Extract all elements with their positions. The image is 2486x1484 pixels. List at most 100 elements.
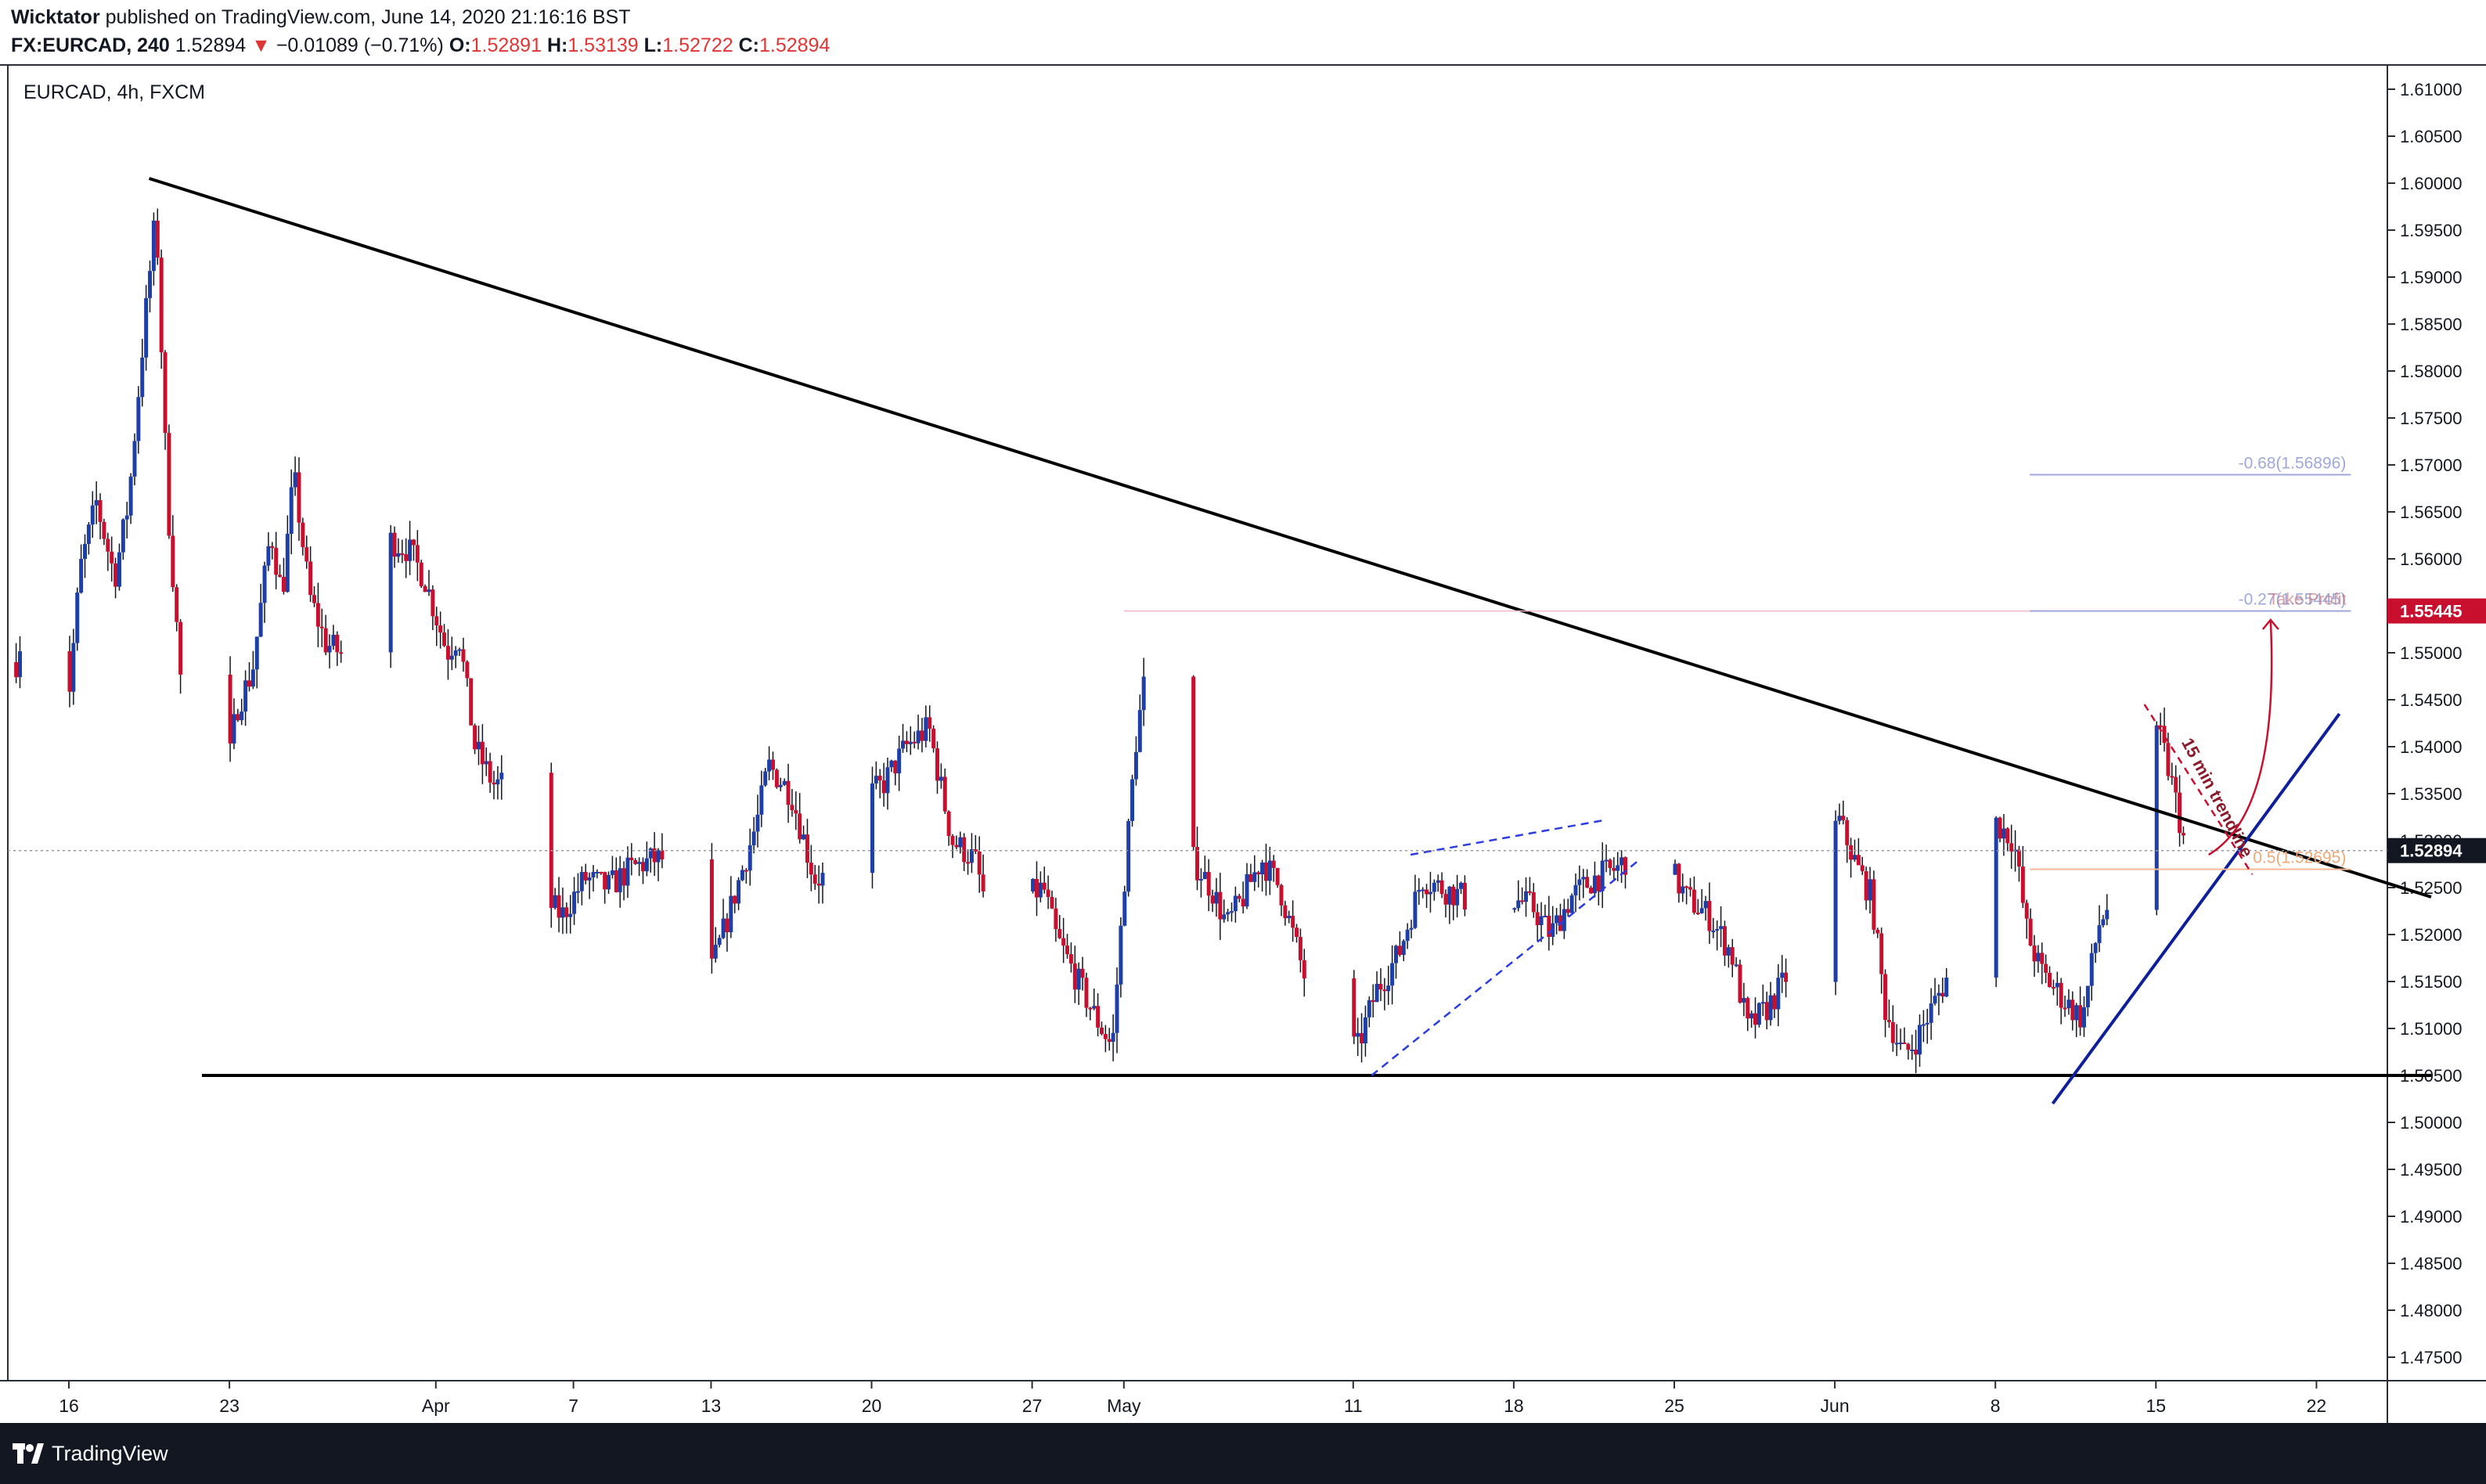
candle-down (1034, 878, 1039, 898)
candle-up (751, 831, 756, 846)
price-tick-label: 1.48000 (2400, 1301, 2463, 1320)
candle-up (1459, 882, 1464, 889)
candle-up (1673, 863, 1677, 875)
price-tick-label: 1.51000 (2400, 1019, 2463, 1039)
candle-up (124, 515, 129, 520)
candle-down (1764, 1002, 1769, 1021)
candle-up (476, 741, 481, 750)
candle-down (171, 535, 175, 588)
candle-down (950, 836, 955, 845)
candle-down (1612, 868, 1616, 871)
ascending-trendline[interactable] (2051, 712, 2341, 1105)
candle-up (1604, 859, 1609, 862)
last-price: 1.52894 (175, 34, 247, 56)
time-tick-label: 22 (2307, 1396, 2327, 1416)
candle-up (1780, 972, 1785, 978)
candle-up (568, 913, 573, 917)
candle-up (1375, 984, 1379, 1003)
fib-level-label: 0.5(1.52695) (2253, 849, 2346, 867)
candle-down (1061, 938, 1066, 946)
candle-down (928, 717, 932, 729)
time-tick-label: 8 (1991, 1396, 2001, 1416)
candle-up (457, 649, 462, 651)
candle-down (2158, 725, 2163, 727)
candle-down (614, 870, 618, 892)
candle-down (274, 547, 279, 575)
candle-up (1092, 1006, 1097, 1009)
candle-up (453, 650, 458, 656)
candle-down (2178, 792, 2182, 834)
price-tick-label: 1.53500 (2400, 784, 2463, 804)
candle-down (1283, 905, 1288, 919)
price-tick-label: 1.52000 (2400, 925, 2463, 945)
candle-down (977, 851, 982, 875)
candle-up (1356, 1032, 1360, 1037)
candle-down (557, 895, 561, 918)
candle-down (228, 674, 232, 744)
candle-up (2089, 953, 2094, 986)
candle-down (1738, 964, 1742, 1003)
price-tick-label: 1.49500 (2400, 1160, 2463, 1180)
wedge-dashed-line[interactable] (1410, 819, 1606, 856)
price-tick-label: 1.58000 (2400, 362, 2463, 381)
candle-up (388, 532, 393, 653)
projection-arrow[interactable] (2208, 619, 2273, 856)
author-name[interactable]: Wicktator (11, 6, 100, 28)
candle-down (1042, 882, 1047, 890)
candle-up (767, 759, 772, 772)
candle-down (2174, 776, 2178, 793)
candle-down (1845, 819, 1850, 845)
time-tick-label: 25 (1664, 1396, 1684, 1416)
price-chart[interactable]: 1.61000 1.60500 1.60000 1.59500 1.59000 1.585… (0, 66, 2486, 1425)
candle-down (480, 741, 485, 765)
candle-down (709, 859, 714, 959)
tradingview-logo-icon[interactable] (11, 1439, 45, 1468)
candle-up (618, 868, 622, 892)
candle-up (1555, 915, 1559, 924)
candle-down (1443, 894, 1448, 905)
candle-up (1756, 1003, 1761, 1025)
candle-down (1890, 1021, 1895, 1043)
descending-trendline[interactable] (148, 177, 2432, 899)
candle-down (1291, 916, 1295, 928)
candle-down (1068, 954, 1073, 964)
candle-up (740, 870, 744, 881)
candle-down (1425, 889, 1429, 895)
candle-down (1462, 882, 1467, 910)
candle-down (1371, 1000, 1375, 1003)
candle-down (1263, 862, 1268, 881)
candle-down (98, 500, 103, 522)
candle-down (469, 678, 474, 726)
close-label: C: (738, 34, 759, 56)
candle-up (1776, 978, 1781, 1010)
price-tick-label: 1.60000 (2400, 174, 2463, 193)
candle-down (1352, 978, 1356, 1037)
candle-up (1287, 916, 1292, 919)
candle-up (1569, 895, 1574, 913)
candle-up (1516, 900, 1521, 909)
chart-area[interactable]: 1.61000 1.60500 1.60000 1.59500 1.59000 1.585… (0, 64, 2486, 1425)
candle-up (1715, 928, 1720, 931)
tradingview-brand[interactable]: TradingView (52, 1442, 168, 1465)
time-tick-label: 20 (862, 1396, 882, 1416)
candle-down (1535, 912, 1540, 925)
candle-up (243, 680, 248, 712)
candle-down (1195, 847, 1200, 881)
close-value: 1.52894 (758, 34, 830, 56)
candle-down (1248, 873, 1253, 882)
candle-down (946, 811, 951, 837)
candle-down (2028, 918, 2033, 946)
candle-down (297, 472, 301, 523)
candle-up (2101, 919, 2106, 926)
candle-down (1065, 946, 1070, 955)
candle-down (461, 649, 466, 662)
candle-down (812, 874, 817, 884)
candle-up (140, 357, 145, 398)
fifteen-min-trendline[interactable] (2143, 704, 2254, 875)
candle-down (315, 603, 320, 627)
wedge-dashed-line[interactable] (1371, 859, 1641, 1076)
candle-up (939, 776, 943, 781)
open-label: O: (449, 34, 471, 56)
change-value: −0.01089 (−0.71%) (276, 34, 444, 56)
candle-down (1688, 887, 1693, 890)
